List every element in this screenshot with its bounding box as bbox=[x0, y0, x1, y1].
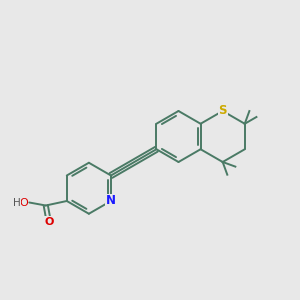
Text: S: S bbox=[218, 104, 227, 118]
Text: N: N bbox=[106, 194, 116, 208]
Text: O: O bbox=[19, 197, 28, 208]
Text: O: O bbox=[44, 217, 53, 227]
Text: H: H bbox=[13, 197, 20, 208]
